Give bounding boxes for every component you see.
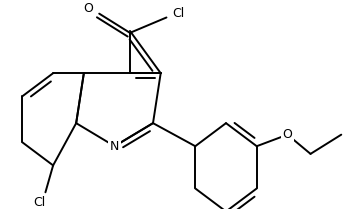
Text: O: O xyxy=(283,128,293,141)
Text: O: O xyxy=(83,2,93,15)
Text: Cl: Cl xyxy=(33,196,46,209)
Text: N: N xyxy=(110,140,119,153)
Text: Cl: Cl xyxy=(172,7,185,20)
